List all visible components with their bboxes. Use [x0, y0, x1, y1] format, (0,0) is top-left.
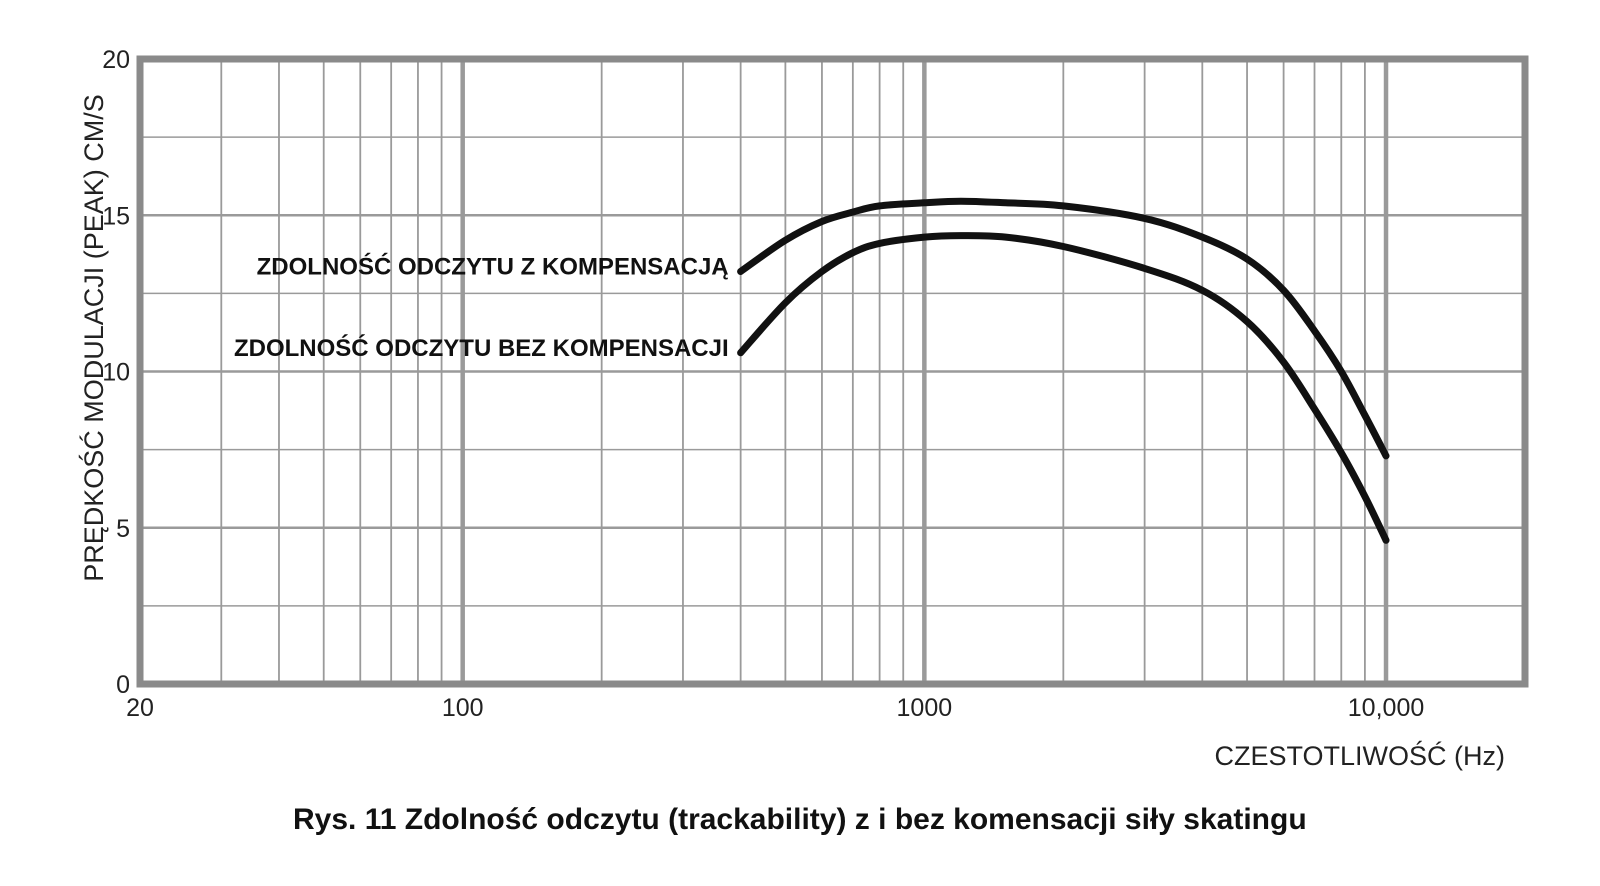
y-tick-label: 20: [102, 46, 130, 74]
x-tick-label: 20: [126, 694, 154, 722]
x-tick-label: 100: [442, 694, 484, 722]
y-tick-label: 0: [116, 671, 130, 699]
series-label-2: ZDOLNOŚĆ ODCZYTU BEZ KOMPENSACJI: [234, 334, 729, 362]
figure-caption: Rys. 11 Zdolność odczytu (trackability) …: [293, 803, 1307, 836]
y-tick-label: 5: [116, 515, 130, 543]
y-axis-title: PRĘDKOŚĆ MODULACJI (PEAK) CM/S: [77, 94, 109, 582]
series-lines: [737, 197, 1390, 544]
series-line-1: [737, 197, 1390, 460]
series-line-2: [737, 232, 1390, 544]
plot-frame: [136, 55, 1529, 688]
y-tick-label: 10: [102, 359, 130, 387]
grid: [139, 57, 1526, 686]
tick-labels: 0 5 10 15 20 20 100 1000 10,000: [102, 46, 1424, 722]
series-labels: ZDOLNOŚĆ ODCZYTU Z KOMPENSACJĄ ZDOLNOŚĆ O…: [234, 253, 729, 362]
x-axis-title: CZESTOTLIWOŚĆ (Hz): [1214, 739, 1505, 771]
series-label-1: ZDOLNOŚĆ ODCZYTU Z KOMPENSACJĄ: [257, 253, 729, 281]
plot-border: [136, 55, 1529, 688]
x-tick-label: 1000: [897, 694, 953, 722]
x-tick-label: 10,000: [1348, 694, 1424, 722]
y-tick-label: 15: [102, 202, 130, 230]
